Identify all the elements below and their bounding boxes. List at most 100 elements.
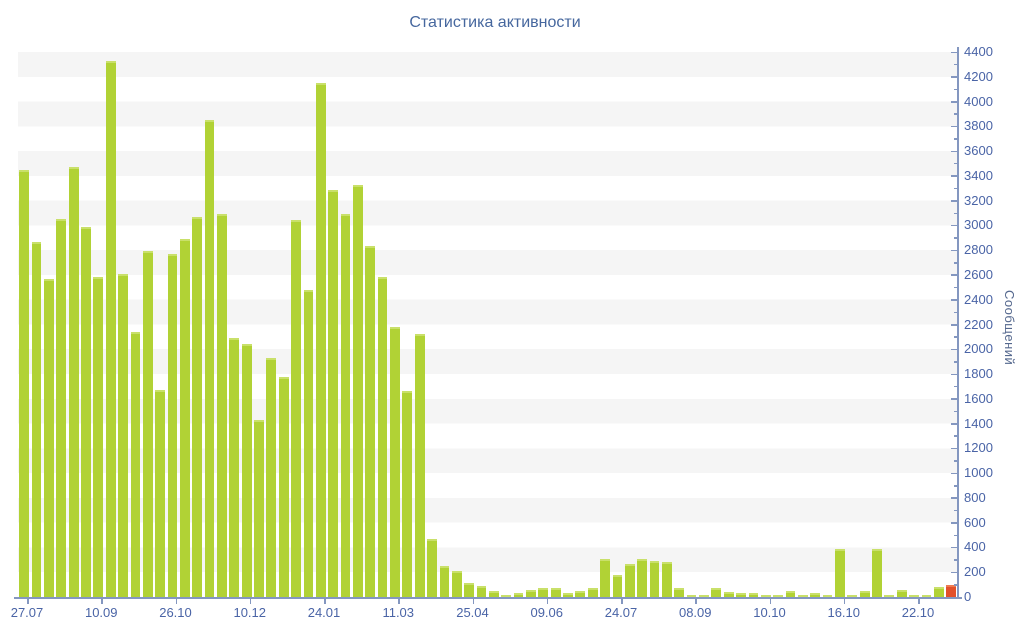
bar[interactable] (933, 587, 944, 597)
bar[interactable] (365, 246, 376, 597)
bar[interactable] (563, 593, 573, 597)
bar[interactable] (118, 273, 128, 597)
y-tick (951, 324, 957, 326)
bar[interactable] (192, 216, 203, 597)
bar[interactable] (167, 253, 178, 597)
bar[interactable] (291, 220, 301, 597)
bar[interactable] (105, 60, 116, 597)
bar[interactable] (155, 390, 166, 597)
bar[interactable] (884, 594, 895, 597)
bar[interactable] (142, 251, 153, 597)
bar[interactable] (513, 593, 524, 597)
y-tick (951, 546, 957, 549)
bar[interactable] (488, 590, 499, 597)
x-tick-label: 10.10 (753, 605, 786, 620)
bar[interactable] (204, 120, 215, 597)
bar[interactable] (736, 593, 746, 597)
y-tick-label: 3600 (964, 143, 993, 159)
x-tick (249, 599, 252, 604)
bar[interactable] (340, 214, 351, 597)
y-tick (954, 485, 957, 487)
bar[interactable] (56, 219, 67, 597)
bar[interactable] (661, 562, 672, 597)
y-tick (954, 435, 957, 437)
bar[interactable] (278, 376, 289, 597)
bar[interactable] (241, 344, 252, 597)
bar[interactable] (760, 594, 771, 597)
bar[interactable] (451, 571, 462, 597)
bar[interactable] (785, 590, 796, 597)
bar[interactable] (130, 331, 141, 597)
bar[interactable] (600, 558, 610, 597)
y-tick-label: 2200 (964, 316, 993, 332)
bar[interactable] (217, 214, 227, 597)
y-tick-label: 3400 (964, 167, 993, 183)
bar[interactable] (624, 563, 635, 597)
bar[interactable] (748, 593, 759, 597)
bar[interactable] (921, 594, 932, 597)
bar[interactable] (847, 595, 858, 597)
bar[interactable] (711, 588, 722, 597)
bar[interactable] (377, 277, 388, 597)
bar[interactable] (674, 588, 685, 597)
bar[interactable] (835, 548, 845, 597)
x-tick (27, 599, 29, 604)
bar[interactable] (587, 588, 598, 597)
bar[interactable] (526, 589, 536, 597)
bar[interactable] (427, 538, 437, 597)
bar[interactable] (896, 589, 907, 597)
bar[interactable] (402, 391, 413, 597)
bar[interactable] (414, 334, 425, 597)
x-tick (843, 599, 846, 604)
bar[interactable] (649, 561, 660, 597)
x-tick-label: 08.09 (678, 605, 712, 620)
bar[interactable] (93, 277, 104, 597)
bar[interactable] (723, 592, 734, 597)
bar[interactable] (686, 594, 697, 597)
x-tick-label: 16.10 (827, 605, 861, 620)
y-tick (951, 76, 957, 78)
bar[interactable] (476, 585, 487, 597)
x-tick (918, 599, 920, 604)
bar[interactable] (699, 594, 709, 597)
bar[interactable] (797, 594, 808, 597)
bar[interactable] (575, 590, 586, 597)
y-tick (951, 150, 957, 153)
bar[interactable] (872, 548, 882, 597)
bar[interactable] (229, 338, 240, 597)
bar[interactable] (538, 588, 549, 597)
bar[interactable] (464, 583, 474, 597)
bar[interactable] (439, 566, 450, 597)
bar[interactable] (315, 82, 326, 597)
bar[interactable] (909, 595, 919, 597)
x-tick-label: 09.06 (530, 605, 564, 620)
y-tick (951, 200, 957, 202)
bar[interactable] (254, 419, 264, 597)
bar[interactable] (859, 590, 870, 597)
bar[interactable] (81, 226, 91, 597)
bar[interactable] (68, 167, 79, 597)
bar[interactable] (19, 169, 30, 597)
x-tick-label: 22.10 (901, 605, 935, 620)
bar[interactable] (353, 184, 363, 597)
bar-current-red[interactable] (946, 584, 957, 597)
bar[interactable] (31, 241, 42, 597)
bar[interactable] (179, 239, 190, 597)
y-tick-label: 3200 (964, 192, 993, 208)
x-tick (101, 599, 103, 604)
y-tick (951, 596, 957, 598)
bar[interactable] (501, 594, 512, 597)
bar[interactable] (303, 289, 314, 597)
bar[interactable] (44, 278, 54, 597)
bar[interactable] (550, 588, 561, 597)
bar[interactable] (612, 574, 623, 597)
bar[interactable] (266, 357, 277, 597)
bar[interactable] (390, 326, 400, 597)
y-tick-label: 600 (964, 514, 986, 530)
bar[interactable] (328, 189, 339, 597)
bar[interactable] (822, 594, 833, 597)
bar[interactable] (810, 593, 821, 597)
bar[interactable] (773, 594, 783, 597)
bar[interactable] (637, 558, 648, 597)
x-tick-label: 10.09 (84, 605, 118, 620)
